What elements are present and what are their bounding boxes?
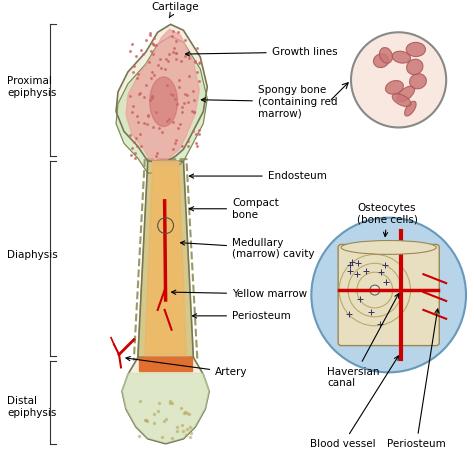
Ellipse shape [407,59,423,75]
Polygon shape [116,24,207,161]
Ellipse shape [392,94,411,107]
Ellipse shape [405,101,416,116]
Text: Osteocytes
(bone cells): Osteocytes (bone cells) [357,203,418,237]
Ellipse shape [406,43,426,56]
Text: Haversian
canal: Haversian canal [327,294,399,388]
Text: Proximal
epiphysis: Proximal epiphysis [7,76,56,97]
Text: Endosteum: Endosteum [190,171,327,181]
Polygon shape [145,161,186,358]
Text: Periosteum: Periosteum [387,309,446,449]
Polygon shape [139,357,192,371]
Text: Artery: Artery [126,357,248,377]
Ellipse shape [150,77,177,127]
Ellipse shape [374,54,389,67]
Text: Compact
bone: Compact bone [190,198,279,219]
Text: Diaphysis: Diaphysis [7,250,58,261]
Polygon shape [126,29,200,163]
Polygon shape [122,373,209,443]
Text: Cartilage: Cartilage [152,2,200,18]
Text: Blood vessel: Blood vessel [310,356,399,449]
Circle shape [311,218,466,372]
Text: Periosteum: Periosteum [192,311,291,321]
Circle shape [370,285,380,295]
Ellipse shape [392,51,410,63]
Polygon shape [147,166,184,353]
Polygon shape [116,36,207,173]
Circle shape [351,32,446,128]
Text: Spongy bone
(containing red
marrow): Spongy bone (containing red marrow) [201,85,337,118]
Text: Yellow marrow: Yellow marrow [172,289,307,299]
FancyBboxPatch shape [338,244,439,346]
Ellipse shape [380,48,392,63]
Ellipse shape [397,86,415,102]
Text: Growth lines: Growth lines [185,47,337,57]
Text: Medullary
(marrow) cavity: Medullary (marrow) cavity [181,237,315,259]
Ellipse shape [341,241,436,255]
Text: Distal
epiphysis: Distal epiphysis [7,396,56,418]
Ellipse shape [385,80,403,94]
Ellipse shape [410,73,427,89]
Polygon shape [122,358,209,444]
Polygon shape [138,161,193,358]
